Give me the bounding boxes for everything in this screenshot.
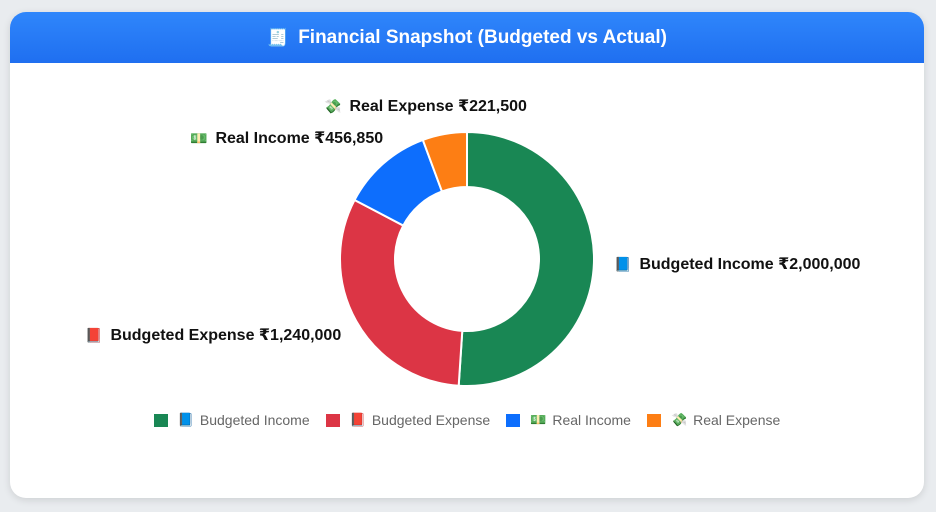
dollar-banknote-icon: 💵 — [530, 412, 547, 427]
dollar-banknote-icon: 💵 — [190, 129, 208, 146]
data-label-real-income: 💵 Real Income ₹456,850 — [190, 128, 383, 148]
blue-book-icon: 📘 — [614, 255, 632, 272]
chart-title: Financial Snapshot (Budgeted vs Actual) — [298, 26, 667, 48]
legend-swatch — [506, 413, 521, 427]
receipt-icon: 🧾 — [267, 27, 289, 47]
slice-real-expense[interactable] — [421, 130, 468, 193]
legend-item-real-expense[interactable]: 💸 Real Expense — [646, 412, 781, 428]
legend-item-budgeted-expense[interactable]: 📕 Budgeted Expense — [325, 412, 491, 428]
card-header: 🧾 Financial Snapshot (Budgeted vs Actual… — [10, 12, 924, 63]
money-with-wings-icon: 💸 — [324, 97, 342, 114]
legend-label: Budgeted Expense — [371, 412, 491, 428]
legend-item-real-income[interactable]: 💵 Real Income — [506, 412, 631, 428]
data-label-text: Budgeted Income ₹2,000,000 — [639, 256, 861, 273]
data-label-budgeted-expense: 📕 Budgeted Expense ₹1,240,000 — [85, 325, 341, 345]
chart-card: 🧾 Financial Snapshot (Budgeted vs Actual… — [10, 12, 924, 498]
data-label-text: Real Income ₹456,850 — [215, 130, 384, 147]
red-book-icon: 📕 — [85, 326, 103, 343]
legend-label: Budgeted Income — [199, 412, 310, 428]
legend-swatch — [153, 413, 168, 427]
data-label-real-expense: 💸 Real Expense ₹221,500 — [324, 96, 527, 116]
chart-legend: 📘 Budgeted Income 📕 Budgeted Expense 💵 R… — [10, 412, 924, 428]
slice-budgeted-income[interactable] — [457, 130, 595, 387]
data-label-text: Budgeted Expense ₹1,240,000 — [110, 327, 342, 344]
red-book-icon: 📕 — [349, 412, 366, 427]
money-with-wings-icon: 💸 — [670, 412, 688, 427]
slice-budgeted-expense[interactable] — [339, 198, 464, 387]
legend-label: Real Income — [552, 412, 631, 428]
donut-chart — [339, 130, 595, 387]
legend-swatch — [325, 413, 340, 427]
data-label-text: Real Expense ₹221,500 — [349, 98, 527, 115]
legend-item-budgeted-income[interactable]: 📘 Budgeted Income — [153, 412, 310, 428]
legend-swatch — [646, 413, 661, 427]
legend-label: Real Expense — [693, 412, 781, 428]
blue-book-icon: 📘 — [177, 412, 194, 427]
data-label-budgeted-income: 📘 Budgeted Income ₹2,000,000 — [614, 254, 860, 274]
